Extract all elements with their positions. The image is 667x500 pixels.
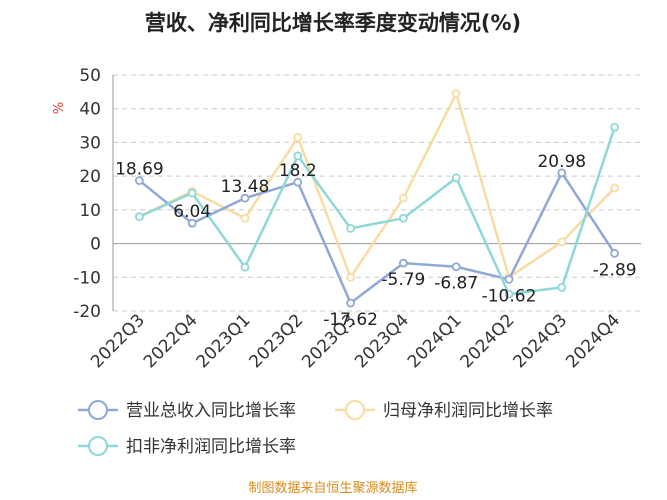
x-tick-label: 2023Q1 (193, 310, 255, 372)
legend-marker (88, 400, 108, 420)
legend-label: 扣非净利润同比增长率 (126, 437, 296, 457)
x-tick-label: 2023Q2 (245, 310, 307, 372)
x-tick-label: 2024Q4 (562, 310, 624, 372)
data-label: -5.79 (381, 270, 425, 290)
data-point (134, 212, 144, 222)
legend-item[interactable]: 营业总收入同比增长率 (78, 400, 296, 421)
y-tick-label: -20 (73, 302, 101, 322)
y-tick-label: 20 (79, 167, 101, 187)
data-label: 18.69 (115, 160, 164, 180)
data-point (557, 168, 567, 178)
series-lines (134, 89, 619, 308)
y-axis-unit: % (52, 102, 67, 114)
data-label: -10.62 (482, 286, 537, 306)
data-point (346, 298, 356, 308)
series-line (138, 126, 616, 296)
data-point (557, 282, 567, 292)
data-point (187, 218, 197, 228)
legend-marker (345, 400, 365, 420)
chart-title: 营收、净利同比增长率季度变动情况(%) (145, 11, 521, 35)
data-point (240, 262, 250, 272)
y-axis-ticks: 50 40 30 20 10 0 -10 -20 (73, 66, 101, 322)
data-point (610, 122, 619, 132)
data-point (557, 237, 567, 247)
data-point (293, 151, 303, 161)
x-tick-label: 2022Q4 (140, 310, 202, 372)
data-point (504, 274, 514, 284)
legend-item[interactable]: 归母净利润同比增长率 (335, 400, 553, 421)
x-tick-label: 2024Q1 (404, 310, 466, 372)
y-tick-label: 40 (79, 100, 101, 120)
legend-label: 归母净利润同比增长率 (383, 401, 553, 421)
data-point (610, 248, 619, 258)
data-label: -17.62 (323, 310, 378, 330)
data-point (293, 177, 303, 187)
source-note: 制图数据来自恒生聚源数据库 (248, 480, 417, 496)
data-point (240, 193, 250, 203)
y-tick-label: -10 (73, 268, 101, 288)
data-point (610, 183, 619, 193)
data-label: 20.98 (537, 152, 586, 172)
data-point (134, 176, 144, 185)
data-point (346, 272, 356, 282)
data-point (346, 223, 356, 233)
data-label: -2.89 (593, 260, 637, 280)
data-label: 6.04 (173, 202, 211, 222)
data-point (504, 289, 514, 299)
data-point (240, 213, 250, 223)
data-point (451, 89, 461, 98)
series-line (138, 92, 616, 279)
x-tick-label: 2024Q2 (457, 310, 519, 372)
y-tick-label: 30 (79, 133, 101, 153)
legend-label: 营业总收入同比增长率 (126, 401, 296, 421)
data-labels: 18.69 6.04 13.48 18.2 -17.62-5.79 -6.87-10.62… (115, 152, 637, 330)
y-tick-label: 10 (79, 201, 101, 221)
data-point (398, 193, 408, 203)
series-line (138, 171, 616, 305)
data-point (187, 188, 197, 198)
x-tick-label: 2024Q3 (509, 310, 571, 372)
legend-marker (88, 436, 108, 456)
data-point (451, 173, 461, 183)
y-tick-label: 0 (90, 235, 101, 255)
data-label: -6.87 (434, 274, 478, 294)
data-label: 13.48 (221, 177, 270, 197)
grid-lines (112, 74, 641, 312)
y-tick-label: 50 (79, 66, 101, 86)
data-point (451, 262, 461, 272)
data-label: 18.2 (279, 161, 317, 181)
data-point (398, 258, 408, 268)
legend-item[interactable]: 扣非净利润同比增长率 (78, 436, 296, 457)
data-point (398, 213, 408, 223)
data-point (293, 132, 303, 142)
